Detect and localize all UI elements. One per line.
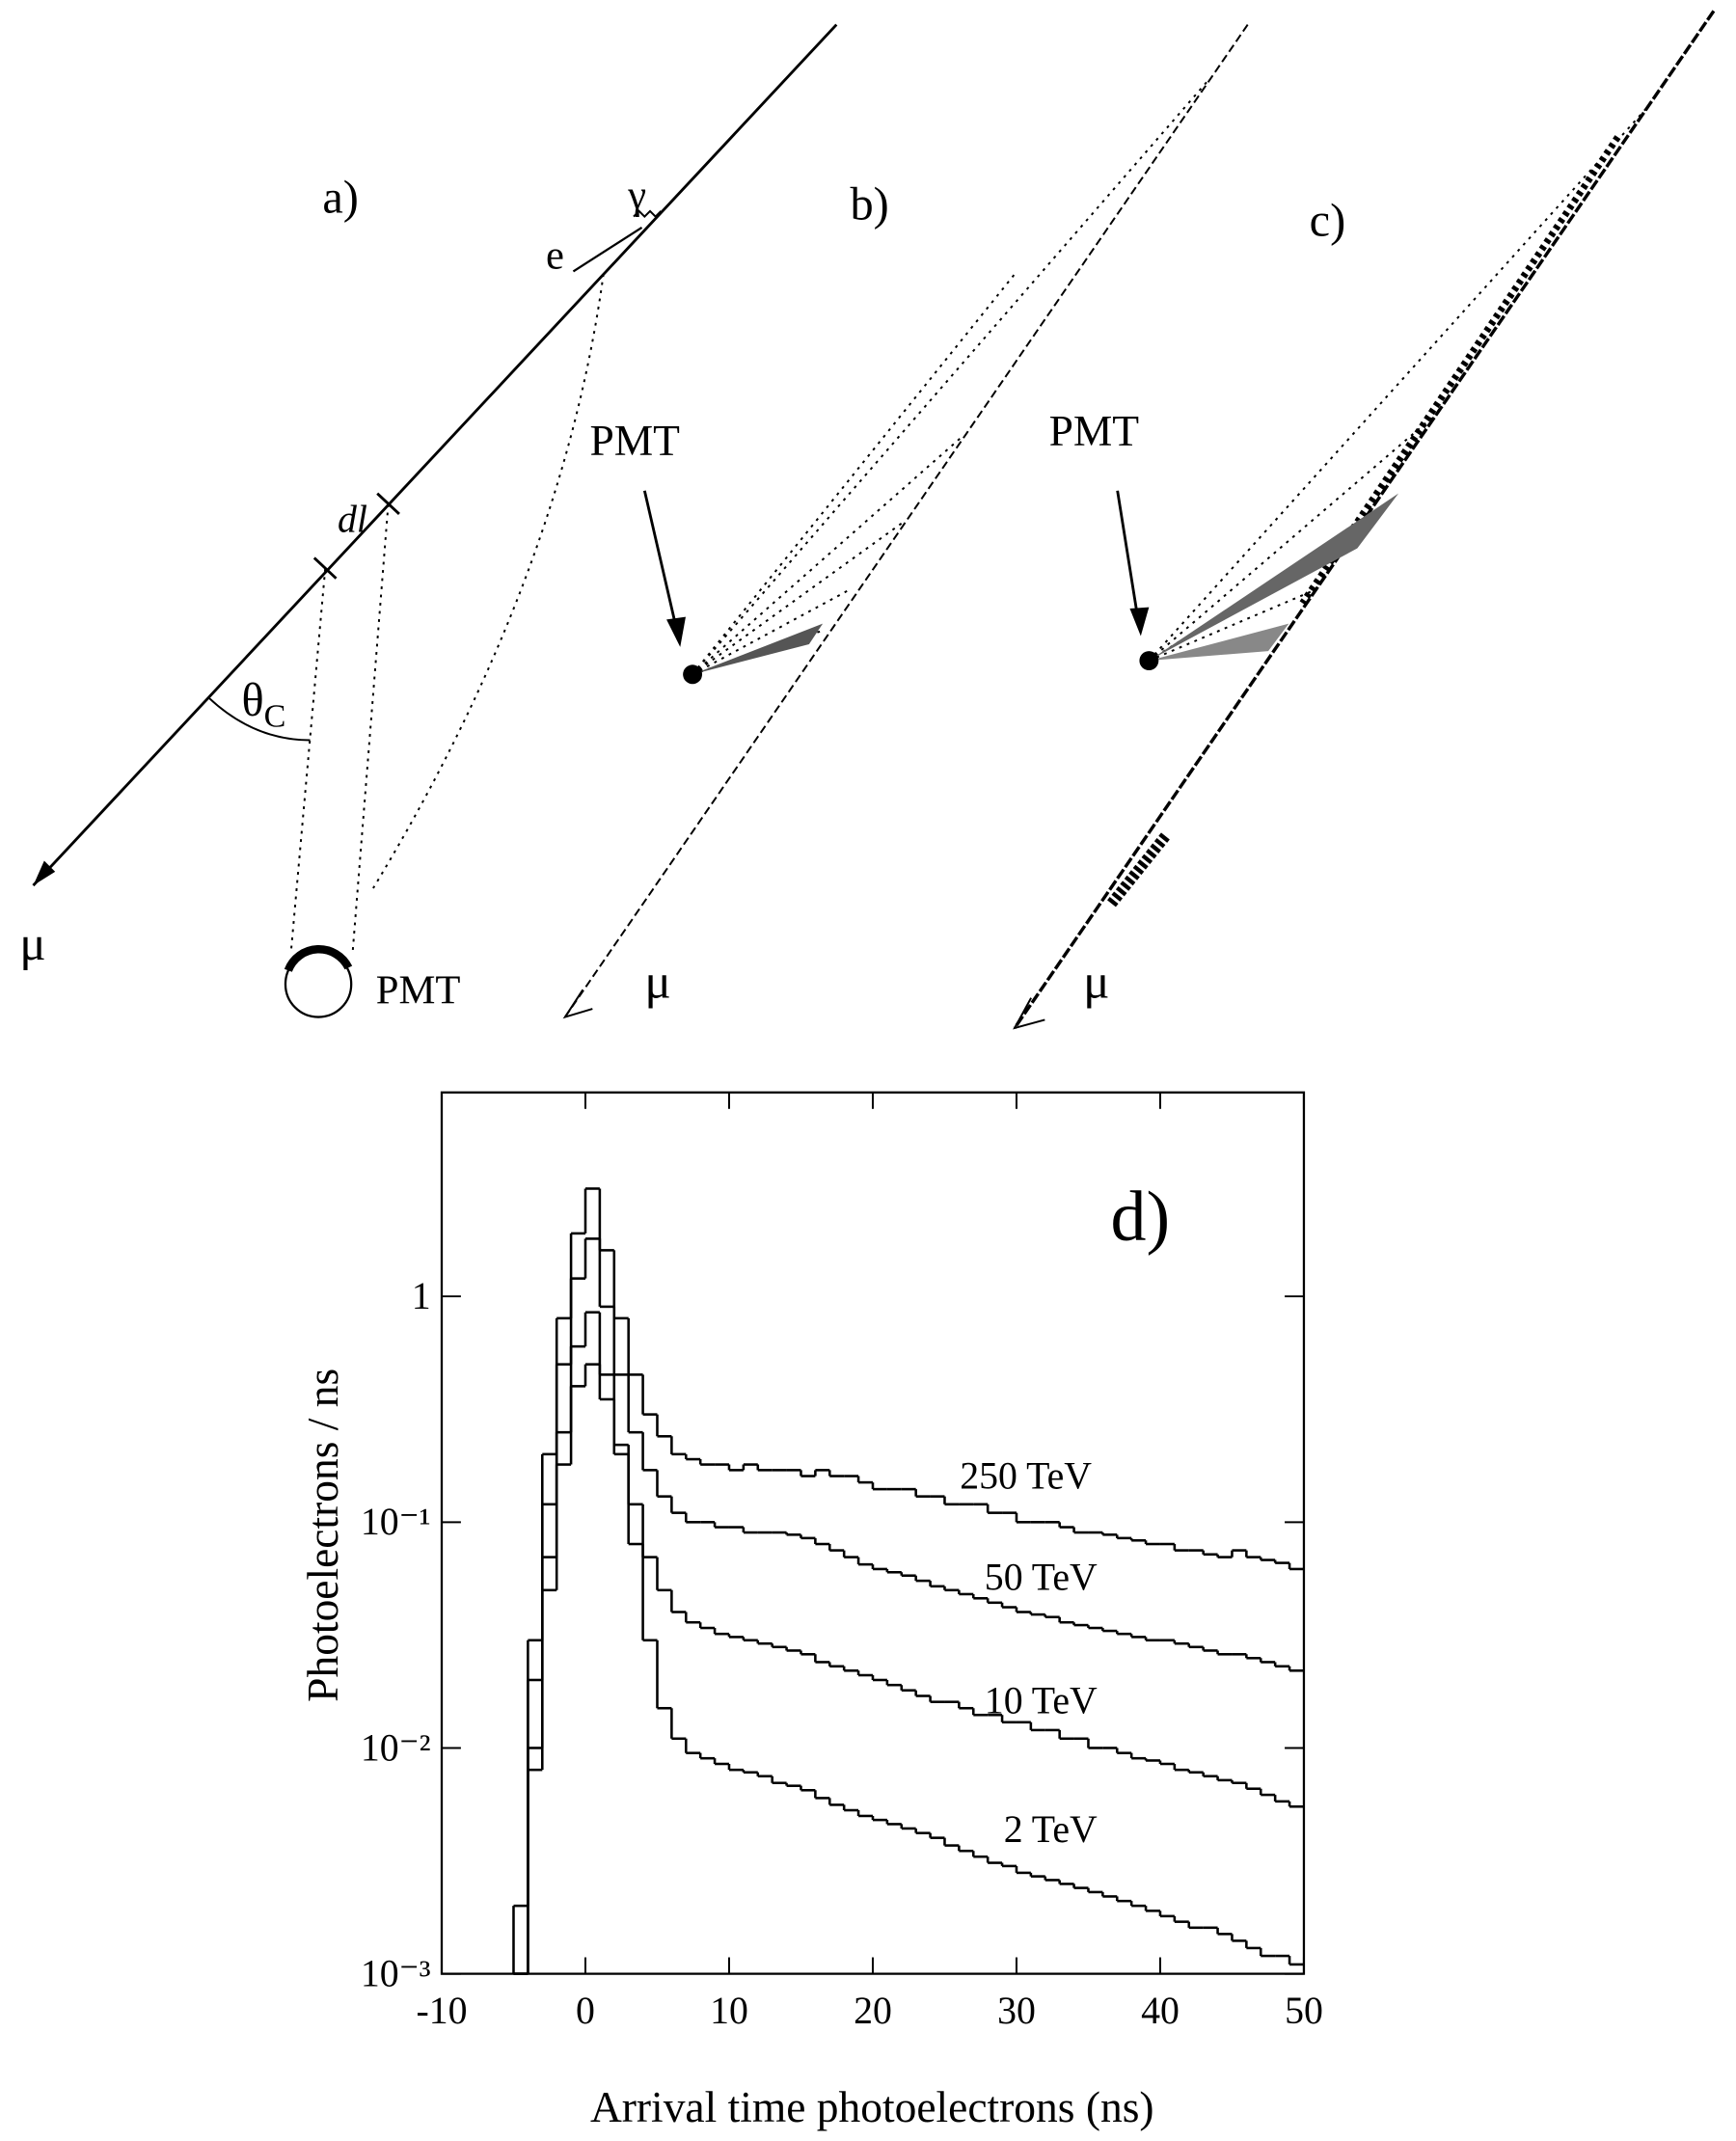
photon-fan (692, 81, 1207, 676)
histogram-step (527, 1312, 1291, 1974)
chart: d) Arrival time photoelectrons (ns) Phot… (298, 1091, 1323, 2131)
photon-fan (692, 623, 824, 675)
segment-label: dl (338, 498, 367, 540)
photon-path (351, 503, 390, 953)
photon-path (289, 568, 327, 953)
histogram-step (527, 1238, 1291, 1974)
photon-fan (1149, 493, 1399, 662)
x-tick-label: -10 (416, 1990, 467, 2032)
shower (1106, 832, 1170, 908)
muon-track (564, 24, 1249, 1018)
panel-label: a) (322, 172, 359, 223)
histogram-step (512, 1188, 1291, 1974)
x-tick-label: 50 (1285, 1990, 1323, 2032)
arrow-head (666, 616, 686, 647)
x-axis-label: Arrival time photoelectrons (ns) (590, 2082, 1154, 2131)
photon-path (372, 274, 605, 889)
y-tick-label: 10⁻¹ (361, 1501, 431, 1543)
x-tick-label: 10 (710, 1990, 748, 2032)
series-label: 10 TeV (985, 1680, 1098, 1722)
panel-a: a) e γ dl θC μ PMT (19, 23, 838, 1018)
plot-frame (440, 1091, 1306, 1975)
y-axis-label: Photoelectrons / ns (298, 1369, 347, 1702)
muon-label: μ (19, 916, 45, 971)
angle-label: θC (241, 675, 285, 734)
y-tick-label: 1 (412, 1275, 431, 1317)
photon-fan (1149, 623, 1289, 662)
pmt (683, 664, 703, 685)
panel-label: c) (1310, 195, 1346, 246)
angle-subscript: C (264, 698, 286, 734)
pmt (1139, 651, 1159, 670)
pmt-arrow (1116, 490, 1140, 620)
x-tick-label: 20 (854, 1990, 892, 2032)
electron-label: e (546, 233, 564, 279)
gamma-wiggle (633, 209, 663, 218)
pmt-cathode (284, 945, 353, 972)
arrow-head (33, 860, 56, 886)
series-label: 2 TeV (1004, 1808, 1098, 1851)
series-label: 50 TeV (985, 1557, 1098, 1599)
angle-arc (207, 696, 311, 742)
panel-label: b) (851, 178, 889, 230)
photon-fan (1148, 109, 1646, 662)
arrow-head (562, 989, 593, 1019)
x-tick-label: 0 (576, 1990, 595, 2032)
muon-label: μ (644, 955, 670, 1010)
segment-tick (312, 556, 338, 580)
histogram-step (527, 1364, 1291, 1974)
x-tick-label: 40 (1141, 1990, 1180, 2032)
chart-title: d) (1111, 1177, 1171, 1256)
series-label: 250 TeV (960, 1454, 1092, 1497)
arrow-head (1013, 997, 1045, 1030)
panel-b: b) PMT μ (562, 24, 1249, 1019)
y-tick-label: 10⁻³ (361, 1952, 431, 1994)
angle-symbol: θ (241, 675, 263, 726)
y-tick-label: 10⁻² (361, 1726, 431, 1769)
pmt-arrow (642, 490, 679, 634)
muon-track (32, 23, 838, 887)
electron-track (572, 226, 643, 273)
x-tick-label: 30 (997, 1990, 1036, 2032)
pmt-label: PMT (589, 416, 680, 465)
muon-label: μ (1083, 955, 1109, 1010)
pmt-label: PMT (1049, 406, 1140, 455)
panel-c: c) PMT μ (1013, 10, 1716, 1030)
gamma-label: γ (627, 173, 646, 218)
arrow-head (1129, 607, 1150, 637)
segment-tick (376, 492, 400, 516)
pmt-label: PMT (376, 967, 461, 1013)
